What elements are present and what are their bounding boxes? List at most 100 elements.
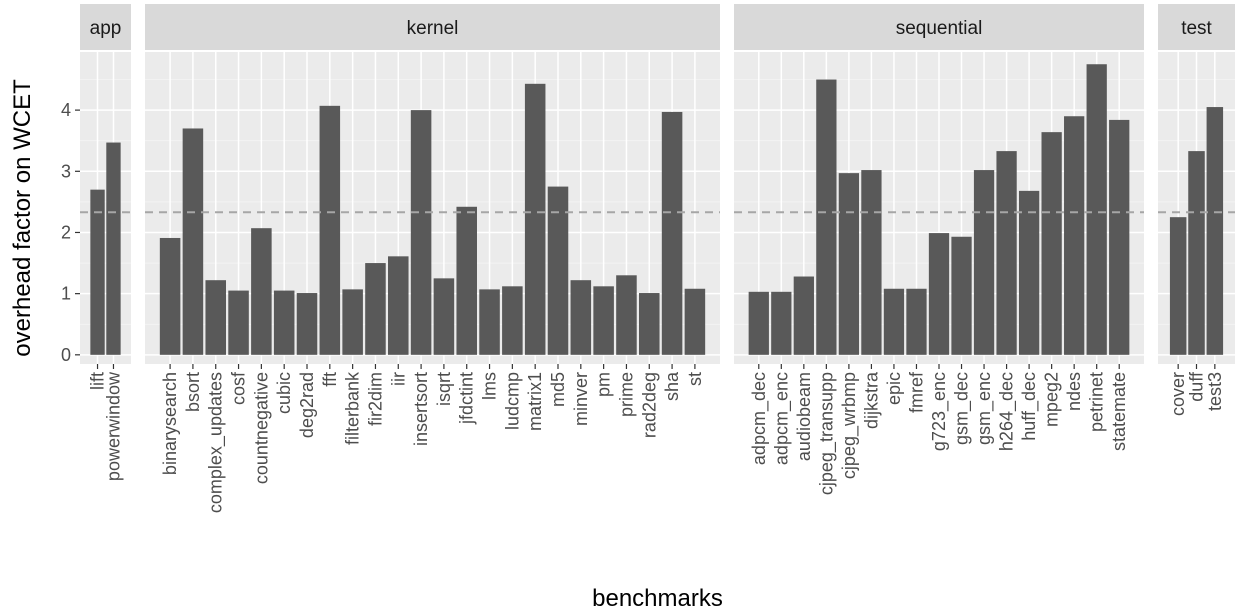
bar — [524, 83, 546, 355]
x-tick-label: cubic — [274, 372, 294, 414]
bar — [638, 293, 660, 355]
x-tick-label: matrix1 — [525, 372, 545, 431]
bar — [1086, 64, 1107, 355]
x-tick-label: test3 — [1205, 372, 1225, 411]
bar — [159, 237, 181, 355]
bar — [883, 288, 905, 355]
facet-strip-label: sequential — [896, 18, 983, 39]
bar — [106, 142, 121, 355]
bar — [906, 288, 927, 355]
bar — [570, 280, 592, 355]
bar — [433, 278, 455, 355]
bar — [319, 105, 341, 355]
x-tick-label: adpcm_enc — [771, 372, 792, 465]
bar — [205, 280, 227, 355]
bar — [547, 186, 569, 355]
panel-background — [80, 52, 131, 364]
bar — [296, 293, 318, 355]
bar — [251, 228, 272, 355]
x-tick-label: rad2deg — [639, 372, 659, 438]
bar — [838, 173, 860, 355]
bar — [616, 275, 637, 355]
bar — [388, 256, 409, 355]
y-tick-label: 2 — [61, 222, 71, 242]
y-axis: 0 1 2 3 4 — [61, 100, 80, 365]
bar — [951, 236, 972, 355]
x-tick-label: st — [685, 372, 705, 386]
facet-strip-label: kernel — [407, 18, 459, 39]
bar — [748, 291, 769, 355]
x-tick-label: fir2dim — [365, 372, 385, 426]
x-tick-label: g723_enc — [929, 372, 950, 451]
x-tick-label: gsm_dec — [952, 372, 973, 445]
x-tick-label: dijkstra — [861, 371, 881, 429]
x-tick-label: ludcmp — [502, 372, 522, 430]
x-tick-label: sha — [662, 371, 682, 401]
x-tick-label: powerwindow — [103, 371, 123, 481]
x-tick-label: h264_dec — [997, 372, 1018, 451]
x-tick-label: cover — [1168, 372, 1188, 416]
bar — [90, 189, 105, 355]
bar — [661, 111, 683, 355]
bar — [816, 79, 837, 355]
x-tick-label: countnegative — [251, 372, 271, 484]
bar — [502, 286, 523, 355]
bar — [793, 276, 814, 355]
bar — [1064, 116, 1085, 355]
bar — [479, 289, 500, 355]
x-tick-label: statemate — [1109, 372, 1129, 451]
bar — [342, 289, 363, 355]
bar — [928, 233, 950, 355]
x-tick-label: huff_dec — [1019, 372, 1040, 441]
x-tick-label: gsm_enc — [974, 372, 995, 445]
bar — [861, 170, 882, 355]
facet-strip-label: test — [1181, 18, 1212, 39]
facet-strip — [1158, 4, 1235, 50]
facet-strip — [734, 4, 1144, 50]
facet-strip — [145, 4, 720, 50]
bar — [1188, 151, 1205, 355]
bar — [365, 263, 386, 355]
x-tick-label: deg2rad — [297, 372, 317, 438]
y-tick-label: 3 — [61, 161, 71, 181]
x-tick-label: prime — [616, 372, 636, 417]
facet-strip-label: app — [90, 18, 122, 39]
x-tick-label: isqrt — [434, 372, 454, 406]
x-tick-label: jfdctint — [457, 372, 477, 425]
x-tick-label: lift — [88, 372, 108, 390]
bar — [1109, 119, 1130, 355]
bar — [273, 290, 295, 355]
x-tick-label: pm — [594, 372, 614, 397]
bar — [684, 288, 706, 355]
x-tick-label: petrinet — [1087, 372, 1107, 432]
x-tick-label: fmref — [906, 371, 926, 413]
x-tick-label: mpeg2 — [1042, 372, 1062, 427]
x-tick-label: complex_updates — [206, 372, 227, 513]
x-axis-title: benchmarks — [592, 585, 723, 612]
x-tick-label: filterbank — [343, 371, 363, 445]
bar — [456, 206, 477, 355]
x-tick-label: lms — [480, 372, 500, 400]
bar — [996, 151, 1017, 355]
x-tick-label: cosf — [229, 371, 249, 405]
bar — [1169, 217, 1187, 355]
x-tick-label: md5 — [548, 372, 568, 407]
x-tick-label: bsort — [183, 372, 203, 412]
x-tick-label: ndes — [1064, 372, 1084, 411]
bar — [973, 170, 995, 355]
y-tick-label: 4 — [61, 100, 71, 120]
bar — [182, 128, 204, 355]
y-tick-label: 1 — [61, 284, 71, 304]
x-tick-label: minver — [571, 372, 591, 426]
x-tick-label: binarysearch — [160, 372, 180, 475]
x-tick-label: cjpeg_wrbmp — [839, 372, 860, 479]
y-tick-label: 0 — [61, 345, 71, 365]
x-tick-label: cjpeg_transupp — [816, 372, 837, 495]
x-tick-label: epic — [884, 372, 904, 405]
x-tick-label: adpcm_dec — [749, 372, 770, 465]
